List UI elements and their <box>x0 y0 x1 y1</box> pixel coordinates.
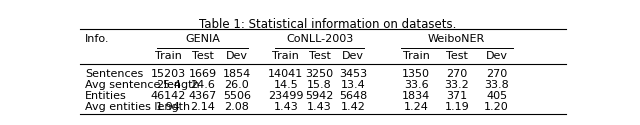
Text: 1834: 1834 <box>402 91 431 101</box>
Text: 2.08: 2.08 <box>224 102 249 112</box>
Text: 1669: 1669 <box>189 69 217 79</box>
Text: 33.2: 33.2 <box>445 80 469 90</box>
Text: 4367: 4367 <box>189 91 217 101</box>
Text: 1.43: 1.43 <box>273 102 298 112</box>
Text: 1.24: 1.24 <box>404 102 429 112</box>
Text: Train: Train <box>155 51 182 61</box>
Text: 24.6: 24.6 <box>191 80 216 90</box>
Text: 5506: 5506 <box>223 91 251 101</box>
Text: 14041: 14041 <box>268 69 303 79</box>
Text: WeiboNER: WeiboNER <box>428 34 485 44</box>
Text: Entities: Entities <box>85 91 127 101</box>
Text: 5648: 5648 <box>339 91 367 101</box>
Text: 1.19: 1.19 <box>445 102 469 112</box>
Text: 1.43: 1.43 <box>307 102 332 112</box>
Text: 26.0: 26.0 <box>225 80 249 90</box>
Text: 33.8: 33.8 <box>484 80 509 90</box>
Text: Test: Test <box>192 51 214 61</box>
Text: 33.6: 33.6 <box>404 80 429 90</box>
Text: Avg sentence length: Avg sentence length <box>85 80 200 90</box>
Text: 23499: 23499 <box>268 91 303 101</box>
Text: Train: Train <box>403 51 429 61</box>
Text: Info.: Info. <box>85 34 109 44</box>
Text: CoNLL-2003: CoNLL-2003 <box>286 34 353 44</box>
Text: 1350: 1350 <box>403 69 430 79</box>
Text: Train: Train <box>273 51 300 61</box>
Text: 46142: 46142 <box>150 91 186 101</box>
Text: 371: 371 <box>446 91 468 101</box>
Text: 3453: 3453 <box>339 69 367 79</box>
Text: 270: 270 <box>446 69 468 79</box>
Text: 14.5: 14.5 <box>273 80 298 90</box>
Text: Table 1: Statistical information on datasets.: Table 1: Statistical information on data… <box>199 18 457 31</box>
Text: 1854: 1854 <box>223 69 251 79</box>
Text: Test: Test <box>446 51 468 61</box>
Text: 5942: 5942 <box>305 91 333 101</box>
Text: 405: 405 <box>486 91 508 101</box>
Text: Sentences: Sentences <box>85 69 143 79</box>
Text: 2.14: 2.14 <box>191 102 216 112</box>
Text: 15.8: 15.8 <box>307 80 332 90</box>
Text: 1.20: 1.20 <box>484 102 509 112</box>
Text: 13.4: 13.4 <box>341 80 365 90</box>
Text: 1.42: 1.42 <box>341 102 365 112</box>
Text: 270: 270 <box>486 69 508 79</box>
Text: 3250: 3250 <box>305 69 333 79</box>
Text: Dev: Dev <box>342 51 364 61</box>
Text: GENIA: GENIA <box>186 34 220 44</box>
Text: Dev: Dev <box>486 51 508 61</box>
Text: 15203: 15203 <box>151 69 186 79</box>
Text: 1.94: 1.94 <box>156 102 180 112</box>
Text: Dev: Dev <box>226 51 248 61</box>
Text: 25.4: 25.4 <box>156 80 180 90</box>
Text: Avg entities length: Avg entities length <box>85 102 190 112</box>
Text: Test: Test <box>308 51 330 61</box>
